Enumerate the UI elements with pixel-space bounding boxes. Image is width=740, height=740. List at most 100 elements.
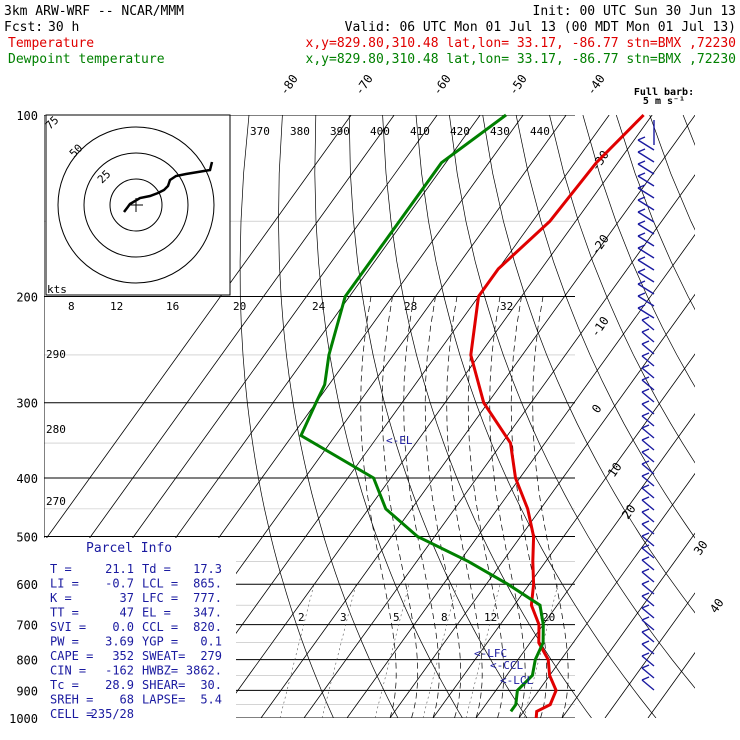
mixing-ratio-line [279, 584, 315, 718]
parcel-info-cell: CELL = [50, 707, 93, 721]
wind-barb-flag [641, 376, 650, 381]
theta-label: 390 [330, 125, 350, 138]
parcel-info-title: Parcel Info [86, 541, 172, 556]
hodo-speed-label: 24 [312, 300, 326, 313]
ccl-marker: <-CCL [490, 659, 523, 672]
dewpoint-trace [299, 113, 545, 713]
pressure-tick-label: 900 [16, 684, 38, 698]
isotherm [260, 115, 695, 718]
dry-adiabat [382, 115, 592, 718]
parcel-info-cell: EL = [142, 606, 171, 620]
wind-barb-flag [637, 184, 646, 189]
wind-barb [641, 439, 655, 451]
pressure-tick-label: 400 [16, 472, 38, 486]
isotherm [561, 532, 695, 718]
wind-barb [641, 607, 655, 619]
wind-barb-flag [641, 532, 650, 537]
parcel-info-cell: TT = [50, 606, 79, 620]
fcst-value: 30 h [48, 20, 79, 35]
wind-barb-flag [637, 148, 646, 153]
wind-barb [641, 331, 655, 343]
moist-adiabat [532, 296, 569, 718]
pressure-tick-label: 500 [16, 530, 38, 544]
mixing-ratio-line [321, 584, 357, 718]
wind-barb [637, 283, 655, 295]
theta-left-label: 290 [46, 348, 66, 361]
location-dew: x,y=829.80,310.48 lat,lon= 33.17, -86.77… [306, 52, 736, 67]
isotherm-label: -80 [277, 72, 301, 98]
parcel-info-cell: LAPSE= [142, 693, 185, 707]
wind-barb [637, 199, 655, 211]
isotherm [604, 592, 695, 718]
parcel-info-cell: 28.9 [105, 678, 134, 692]
pressure-tick-label: 700 [16, 619, 38, 633]
dry-adiabat [314, 115, 463, 718]
wind-barb-flag [641, 484, 650, 489]
mixing-ratio-line [422, 584, 458, 718]
dry-adiabat [549, 115, 695, 464]
wind-barb [641, 655, 655, 667]
parcel-info-cell: SWEAT= [142, 649, 185, 663]
wind-barb-flag [641, 544, 650, 549]
isotherm-label: -70 [352, 72, 376, 98]
wind-barb-flag [641, 592, 650, 597]
wind-barb [637, 295, 655, 307]
wind-barb [641, 631, 655, 643]
moist-adiabat [446, 296, 483, 718]
wind-barb [641, 523, 655, 535]
isotherm [389, 293, 695, 718]
parcel-info-cell: SREH = [50, 693, 93, 707]
parcel-info-cell: 30. [200, 678, 222, 692]
dry-adiabat [649, 115, 695, 231]
theta-label: 440 [530, 125, 550, 138]
wind-barb [637, 187, 655, 199]
wind-barb [641, 619, 655, 631]
mixing-ratio-line [523, 584, 559, 718]
dry-adiabat [278, 115, 399, 718]
parcel-info-cell: 0.0 [112, 620, 134, 634]
wind-barb [637, 259, 655, 271]
temperature-trace [469, 113, 645, 719]
wind-barb-flag [641, 352, 650, 357]
parcel-info-cell: 235/28 [91, 707, 134, 721]
wind-barb-flag [641, 520, 650, 525]
wind-barb [641, 463, 655, 475]
theta-label: 420 [450, 125, 470, 138]
wind-barb-flag [641, 676, 650, 681]
hodo-speed-label: 12 [110, 300, 123, 313]
dry-adiabat [482, 115, 695, 614]
moist-adiabat [424, 296, 462, 718]
theta-left-label: 280 [46, 423, 66, 436]
pressure-tick-label: 600 [16, 578, 38, 592]
dry-adiabat [415, 115, 657, 718]
wind-barb-flag [641, 316, 650, 321]
wind-barb-flag [641, 436, 650, 441]
dry-adiabat [449, 115, 695, 689]
wind-barb [641, 475, 655, 487]
isotherm [303, 174, 695, 718]
pressure-tick-label: 800 [16, 654, 38, 668]
legend-temperature: Temperature [8, 36, 94, 51]
wind-barb-flag [637, 196, 646, 201]
theta-label: 410 [410, 125, 430, 138]
wind-barb-flag [641, 340, 650, 345]
wind-barb-flag [637, 292, 646, 297]
wind-barb [641, 595, 655, 607]
wind-barb-flag [641, 364, 650, 369]
wind-barb [641, 583, 655, 595]
wind-barb [641, 571, 655, 583]
wind-barb [641, 427, 655, 439]
wind-barb [641, 451, 655, 463]
hodo-speed-label: 32 [500, 300, 513, 313]
mixing-ratio-line [465, 584, 501, 718]
parcel-info-cell: K = [50, 591, 72, 605]
pressure-tick-label: 1000 [9, 712, 38, 726]
parcel-info-cell: 3862. [186, 664, 222, 678]
parcel-info-cell: 347. [193, 606, 222, 620]
wind-barb-flag [641, 472, 650, 477]
fcst-label: Fcst: [4, 20, 43, 35]
wind-barb-flag [637, 136, 646, 141]
mixing-ratio-label: 3 [340, 611, 347, 624]
wind-barb [637, 139, 655, 151]
wind-barb-flag [637, 172, 646, 177]
